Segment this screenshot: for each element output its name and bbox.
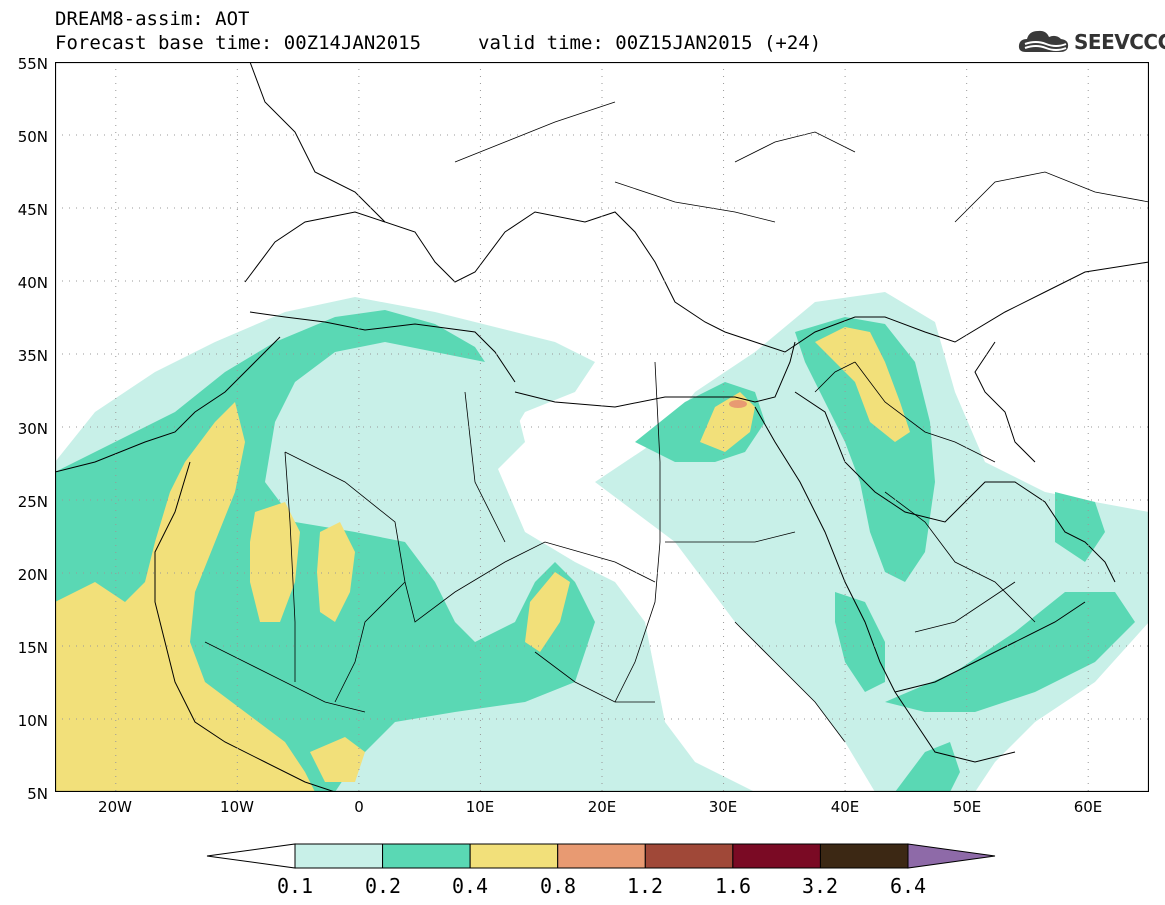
colorbar-label: 0.2 [364,874,402,898]
lat-label: 40N [17,274,48,292]
aot-contour-0.8 [729,400,747,408]
colorbar-label: 3.2 [801,874,839,898]
cloud-icon [1018,30,1069,52]
forecast-base-time: Forecast base time: 00Z14JAN2015 [55,32,422,54]
colorbar-high-triangle [907,843,996,869]
lon-label: 50E [952,798,982,816]
colorbar [205,842,1000,870]
lon-label: 0 [354,798,364,816]
graticule-grid [55,62,1149,792]
colorbar-segment [819,843,909,869]
lat-label: 20N [17,566,48,584]
lon-label: 60E [1073,798,1103,816]
lon-label: 10E [465,798,495,816]
lat-label: 35N [17,347,48,365]
lat-label: 55N [17,55,48,73]
colorbar-segment [382,843,471,869]
colorbar-segment [557,843,646,869]
logo-text: SEEVCCC [1074,30,1165,54]
lon-label: 40E [830,798,860,816]
colorbar-label: 0.8 [539,874,577,898]
lat-label: 5N [27,785,48,803]
lon-label: 20E [587,798,617,816]
colorbar-label: 1.6 [714,874,752,898]
seevccc-logo: SEEVCCC [1016,24,1165,60]
lon-label: 10W [220,798,254,816]
aot-map [55,62,1149,792]
colorbar-segment [644,843,734,869]
country-borders [204,101,1149,743]
colorbar-segment [294,843,384,869]
colorbar-low-triangle [206,843,296,869]
lat-label: 50N [17,128,48,146]
colorbar-label: 1.2 [626,874,664,898]
lat-label: 15N [17,639,48,657]
lat-label: 25N [17,493,48,511]
coastlines [55,62,1149,792]
colorbar-label: 0.1 [276,874,314,898]
valid-time: valid time: 00Z15JAN2015 (+24) [478,32,822,54]
map-title: DREAM8-assim: AOT [55,8,250,30]
colorbar-label: 0.4 [451,874,489,898]
lon-label: 30E [708,798,738,816]
lat-label: 45N [17,201,48,219]
colorbar-label: 6.4 [889,874,927,898]
colorbar-segment [732,843,821,869]
colorbar-segment [469,843,559,869]
aot-contour-0.4 [55,327,910,792]
lon-label: 20W [98,798,132,816]
lat-label: 30N [17,420,48,438]
lat-label: 10N [17,712,48,730]
map-border [55,62,1149,792]
